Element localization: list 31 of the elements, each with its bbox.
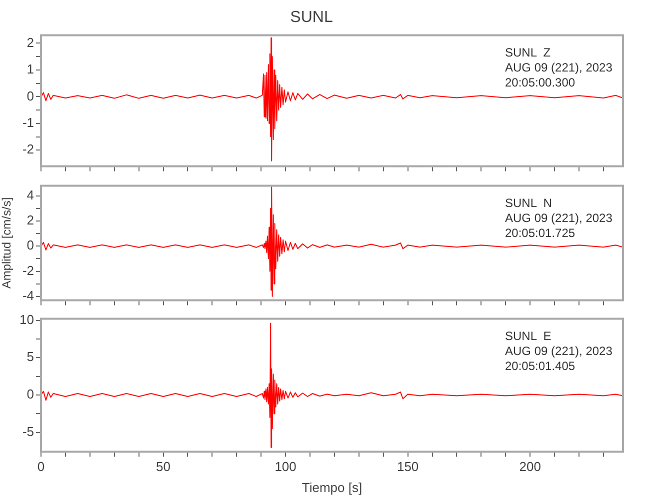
annotation: 20:05:01.725 bbox=[505, 226, 576, 240]
annotation: AUG 09 (221), 2023 bbox=[505, 60, 613, 75]
y-tick-label: 4 bbox=[26, 187, 34, 202]
y-tick-label: 10 bbox=[20, 312, 34, 327]
annotation: AUG 09 (221), 2023 bbox=[505, 211, 613, 226]
annotation: 20:05:01.405 bbox=[505, 359, 576, 374]
y-tick-label: -2 bbox=[22, 142, 34, 157]
chart-title: SUNL bbox=[290, 9, 333, 26]
y-tick-label: 5 bbox=[26, 349, 34, 364]
x-tick-label: 150 bbox=[396, 459, 419, 474]
annotation: AUG 09 (221), 2023 bbox=[505, 344, 613, 358]
y-tick-label: 2 bbox=[26, 212, 34, 228]
y-tick-label: 0 bbox=[26, 88, 34, 104]
x-tick-label: 100 bbox=[274, 459, 296, 474]
annotation: SUNL Z bbox=[505, 46, 551, 60]
annotation: SUNL N bbox=[505, 196, 552, 210]
y-tick-label: -4 bbox=[22, 288, 34, 304]
x-axis-title: Tiempo [s] bbox=[302, 480, 362, 495]
y-tick-label: 0 bbox=[26, 386, 34, 402]
annotation: SUNL E bbox=[505, 329, 552, 344]
x-tick-label: 200 bbox=[519, 459, 541, 474]
y-tick-label: -1 bbox=[22, 115, 34, 130]
y-tick-label: -2 bbox=[22, 262, 34, 278]
x-tick-label: 50 bbox=[156, 459, 171, 474]
y-axis-title: Amplitud [cm/s/s] bbox=[0, 197, 14, 289]
y-tick-label: 2 bbox=[26, 34, 34, 50]
annotation: 20:05:00.300 bbox=[505, 76, 576, 90]
x-tick-label: 0 bbox=[37, 459, 45, 474]
y-tick-label: 0 bbox=[26, 238, 34, 253]
y-tick-label: 1 bbox=[26, 62, 34, 77]
y-tick-label: -5 bbox=[22, 424, 34, 439]
